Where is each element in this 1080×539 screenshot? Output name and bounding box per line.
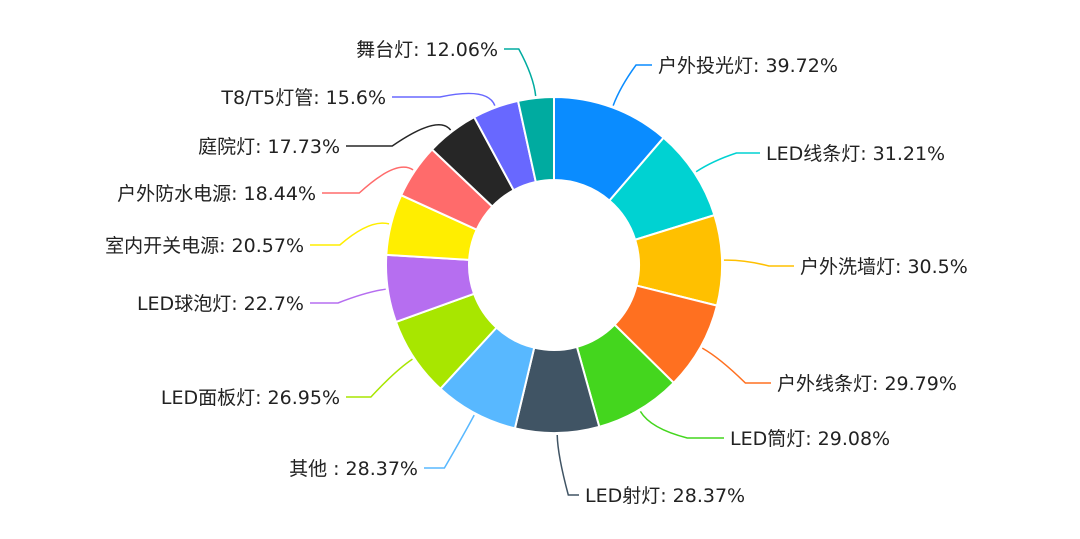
slice-label-0: 户外投光灯: 39.72% [658, 55, 838, 77]
slice-label-3: 户外线条灯: 29.79% [777, 373, 957, 395]
labels-layer: 户外投光灯: 39.72% LED线条灯: 31.21% 户外洗墙灯: 30.5% 户… [105, 39, 968, 507]
slice-label-7: LED面板灯: 26.95% [161, 387, 340, 409]
slice-label-5: LED射灯: 28.37% [585, 485, 745, 507]
leader-line-11 [346, 124, 452, 147]
leader-line-4 [639, 411, 724, 439]
slice-label-2: 户外洗墙灯: 30.5% [800, 256, 968, 278]
slice-label-12: T8/T5灯管: 15.6% [220, 87, 386, 109]
slices-layer [385, 95, 723, 434]
leader-line-12 [392, 92, 496, 106]
slice-label-13: 舞台灯: 12.06% [356, 39, 498, 61]
leader-line-3 [701, 347, 771, 384]
leader-line-13 [504, 48, 537, 97]
slice-label-9: 室内开关电源: 20.57% [105, 235, 304, 257]
slice-label-1: LED线条灯: 31.21% [766, 143, 945, 165]
slice-label-4: LED筒灯: 29.08% [730, 428, 890, 450]
leader-line-9 [310, 222, 390, 246]
leader-line-6 [424, 414, 475, 469]
slice-label-6: 其他 : 28.37% [289, 458, 418, 480]
leader-line-8 [310, 288, 386, 304]
slice-label-8: LED球泡灯: 22.7% [137, 293, 304, 315]
slice-label-10: 户外防水电源: 18.44% [117, 183, 316, 205]
leader-line-7 [346, 358, 413, 398]
leader-line-0 [612, 64, 652, 106]
leader-line-2 [723, 259, 794, 267]
leader-lines-layer [310, 48, 794, 496]
leader-line-1 [695, 152, 760, 173]
leader-line-5 [556, 434, 579, 496]
leader-line-10 [322, 166, 414, 194]
donut-slice-13[interactable] [516, 95, 555, 184]
slice-label-11: 庭院灯: 17.73% [198, 136, 340, 158]
